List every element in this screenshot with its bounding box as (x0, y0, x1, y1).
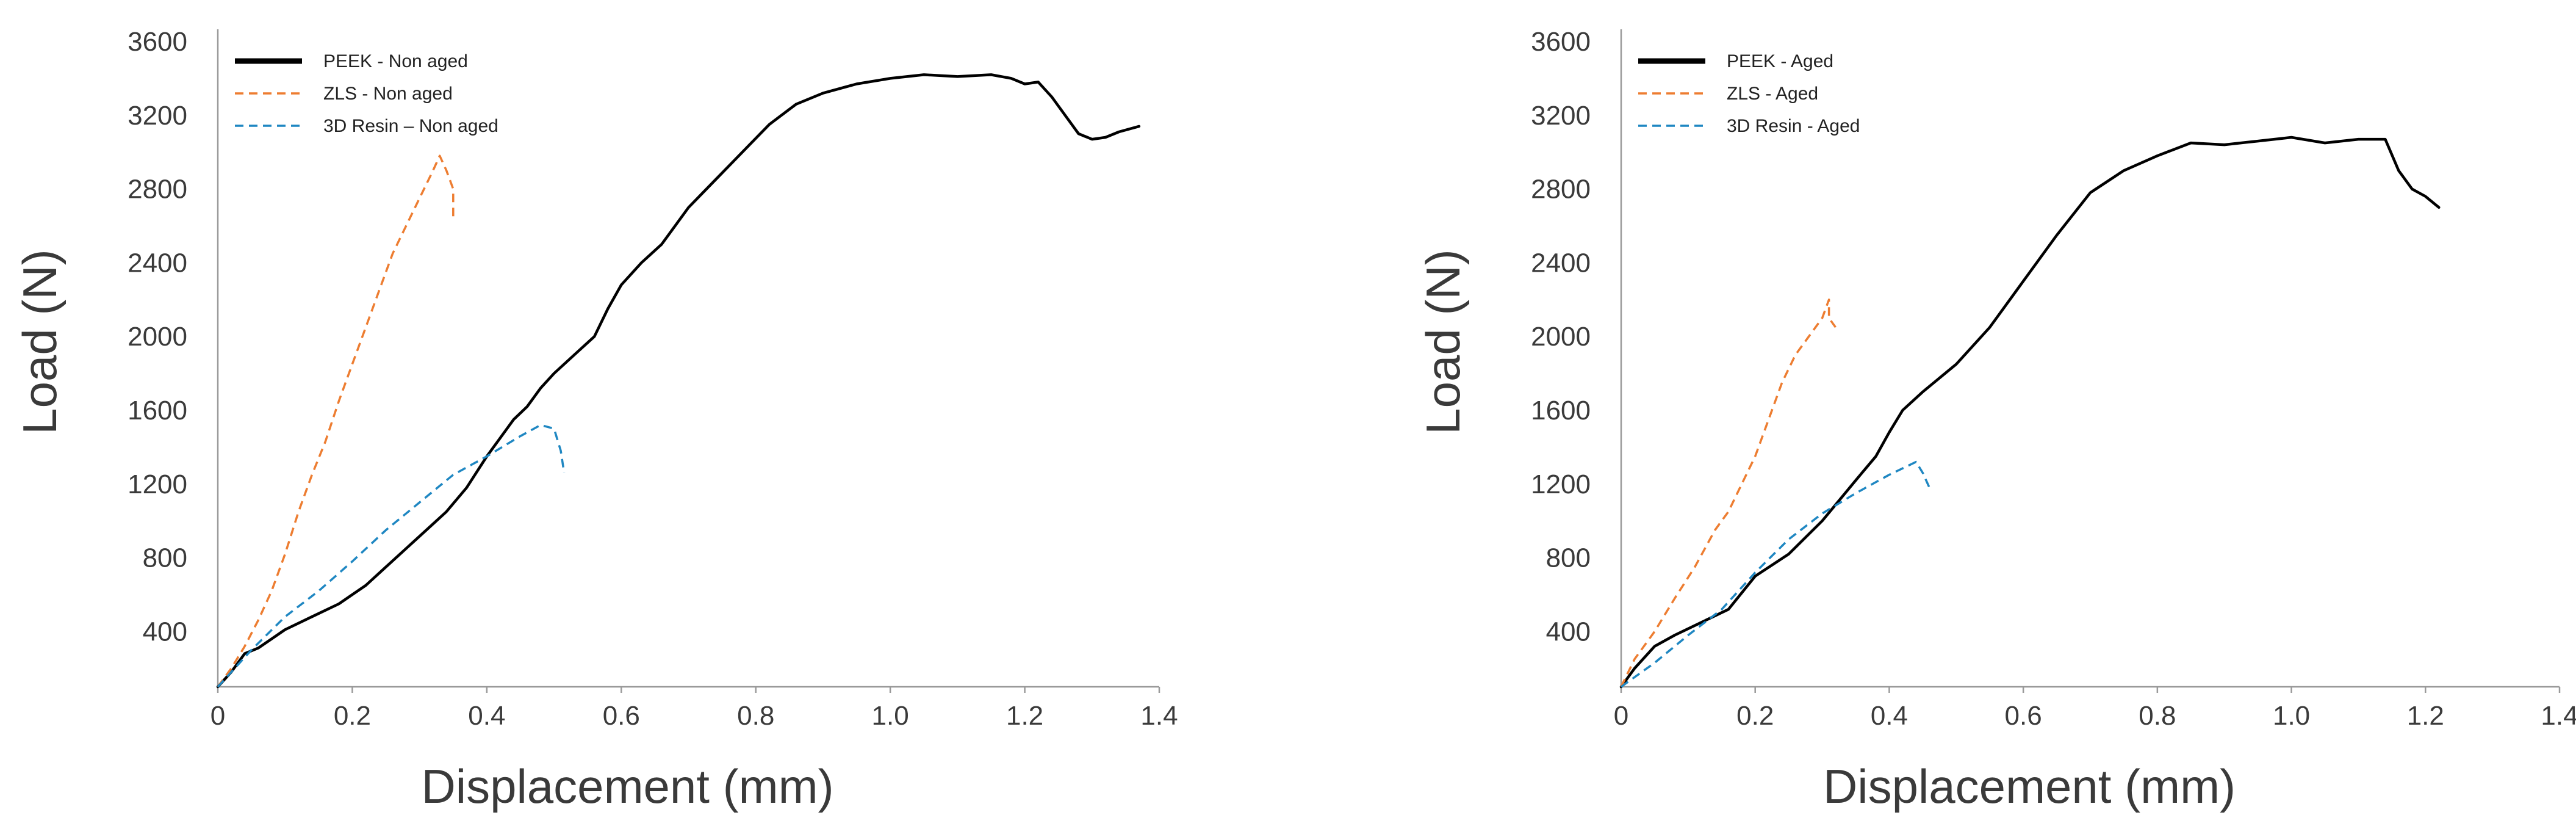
y-tick-label: 400 (143, 617, 187, 647)
y-tick-label: 1200 (128, 469, 187, 499)
chart-non-aged: 0 0.2 0.4 0.6 0.8 1.0 1.2 1.4 400 800 1200 1600 2000… (13, 27, 1178, 813)
x-tick-label: 1.2 (1006, 701, 1043, 731)
x-tick-label: 0.6 (603, 701, 640, 731)
x-axis-title: Displacement (mm) (1823, 759, 2236, 813)
x-tick-label: 0.8 (737, 701, 774, 731)
series-line-3d-resin-non-aged (217, 424, 566, 688)
y-tick-label: 800 (1546, 543, 1591, 573)
legend-label: PEEK - Non aged (323, 51, 468, 71)
y-tick-label: 2800 (1531, 175, 1591, 205)
y-tick-label: 2000 (1531, 322, 1591, 352)
y-tick-label: 3200 (1531, 101, 1591, 131)
legend-label: ZLS - Aged (1727, 84, 1818, 104)
y-tick-label: 1200 (1531, 469, 1591, 499)
x-tick-label: 0 (210, 701, 225, 731)
x-tick-label: 1.0 (2273, 701, 2310, 731)
y-tick-label: 1600 (1531, 396, 1591, 426)
x-tick-label: 1.2 (2407, 701, 2444, 731)
x-tick-label: 0.4 (1871, 701, 1908, 731)
x-tick-label: 1.4 (2541, 701, 2576, 731)
series-line-3d-resin-aged (1620, 460, 1930, 688)
x-tick-label: 0.2 (1736, 701, 1774, 731)
series-line-zls-non-aged (217, 154, 455, 688)
legend-label: 3D Resin – Non aged (323, 116, 498, 136)
legend-label: ZLS - Non aged (323, 84, 453, 104)
y-tick-label: 400 (1546, 617, 1591, 647)
y-tick-label: 2400 (1531, 248, 1591, 278)
x-tick-label: 0 (1614, 701, 1628, 731)
y-tick-label: 800 (143, 543, 187, 573)
y-tick-label: 2400 (128, 248, 187, 278)
x-tick-label: 0.2 (334, 701, 371, 731)
y-tick-label: 3200 (128, 101, 187, 131)
x-tick-label: 1.4 (1140, 701, 1178, 731)
series-line-peek-non-aged (216, 73, 1141, 689)
chart-aged: 0 0.2 0.4 0.6 0.8 1.0 1.2 1.4 400 800 1200 1600 2000… (1416, 27, 2576, 813)
legend-label: PEEK - Aged (1727, 51, 1833, 71)
x-tick-label: 0.4 (468, 701, 505, 731)
y-tick-label: 3600 (1531, 27, 1591, 57)
series-line-zls-aged (1620, 299, 1837, 687)
y-axis-title: Load (N) (13, 249, 67, 434)
x-tick-label: 1.0 (872, 701, 909, 731)
y-axis-title: Load (N) (1416, 249, 1470, 434)
x-tick-label: 0.6 (2005, 701, 2042, 731)
y-tick-label: 2000 (128, 322, 187, 352)
y-tick-label: 2800 (128, 175, 187, 205)
series-line-peek-aged (1619, 136, 2441, 689)
y-tick-label: 1600 (128, 396, 187, 426)
legend: PEEK - Aged ZLS - Aged 3D Resin - Aged (1638, 51, 1860, 136)
x-axis-title: Displacement (mm) (421, 759, 833, 813)
legend: PEEK - Non aged ZLS - Non aged 3D Resin – … (235, 51, 498, 136)
x-tick-label: 0.8 (2139, 701, 2176, 731)
legend-label: 3D Resin - Aged (1727, 116, 1860, 136)
y-tick-label: 3600 (128, 27, 187, 57)
